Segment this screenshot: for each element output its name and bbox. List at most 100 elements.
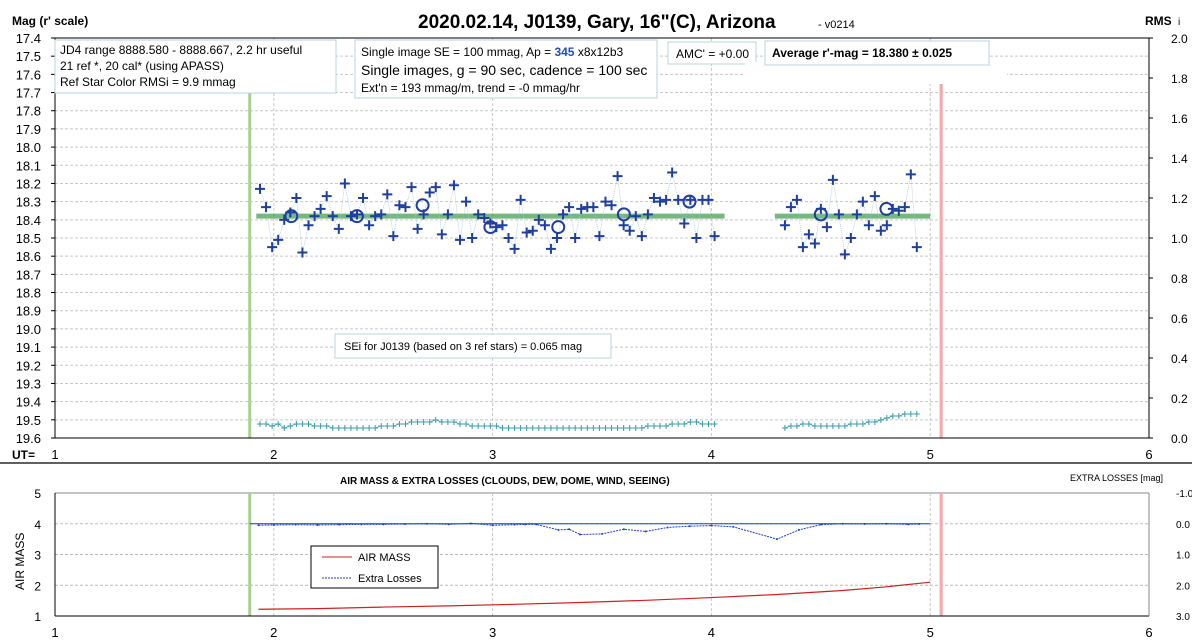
extra-losses-point — [469, 522, 472, 525]
mag-point — [612, 171, 623, 182]
extra-losses-point — [557, 528, 560, 531]
x-tick-label: 4 — [708, 447, 715, 462]
rms-point — [602, 425, 609, 431]
airmass-y2-label: EXTRA LOSSES [mag] — [1070, 473, 1163, 483]
y2-tick-label: 0.8 — [1171, 272, 1188, 286]
mag-point — [473, 209, 484, 220]
mag-point — [624, 225, 635, 236]
mag-point — [905, 169, 916, 180]
mag-point — [899, 202, 910, 213]
mag-point — [333, 223, 344, 234]
y-tick-label: 18.4 — [16, 213, 41, 228]
rms-point — [675, 421, 682, 427]
average-point — [879, 201, 894, 216]
rms-point — [360, 425, 367, 431]
rms-point — [335, 425, 342, 431]
y2-tick-label: 1.4 — [1171, 152, 1188, 166]
rms-point — [444, 419, 451, 425]
mag-connector — [259, 172, 715, 253]
rms-point — [463, 421, 470, 427]
rms-point — [378, 423, 385, 429]
mag-point — [303, 220, 314, 231]
airmass-y-tick-label: 4 — [34, 518, 41, 532]
info-single-se: Single image SE = 100 mmag, Ap = 345 x8x… — [361, 45, 624, 59]
airmass-y-tick-label: 1 — [34, 610, 41, 624]
rms-point — [402, 421, 409, 427]
rms-point — [907, 411, 914, 417]
mag-point — [642, 209, 653, 220]
rms-point — [705, 421, 712, 427]
airmass-legend: AIR MASS Extra Losses — [310, 545, 439, 589]
rms-point — [781, 425, 788, 431]
extra-losses-point — [710, 524, 713, 527]
y-tick-label: 17.7 — [16, 86, 41, 101]
mag-point — [636, 231, 647, 242]
rms-point — [699, 421, 706, 427]
rms-point — [596, 425, 603, 431]
rms-point — [469, 423, 476, 429]
rms-point — [657, 423, 664, 429]
y-tick-label: 19.2 — [16, 358, 41, 373]
rms-point — [414, 419, 421, 425]
mag-point — [291, 193, 302, 203]
y-tick-label: 17.4 — [16, 31, 41, 46]
mag-point — [881, 220, 892, 231]
y-tick-label: 19.0 — [16, 322, 41, 337]
losses-y2-tick-label: 0.0 — [1176, 520, 1190, 531]
extra-losses-point — [732, 525, 735, 528]
mag-point — [497, 220, 508, 231]
rms-point — [511, 425, 518, 431]
mag-point — [382, 189, 393, 200]
rms-point — [681, 421, 688, 427]
average-point — [415, 198, 430, 213]
sei-box: SEi for J0139 (based on 3 ref stars) = 0… — [334, 333, 612, 359]
y2-tick-label: 0.4 — [1171, 352, 1188, 366]
rms-point — [293, 421, 300, 427]
mag-point — [576, 203, 587, 214]
info-aperture: 345 — [554, 45, 574, 59]
airmass-y-tick-label: 2 — [34, 579, 41, 593]
losses-y2-tick-label: 2.0 — [1176, 581, 1190, 592]
rms-point — [895, 413, 902, 419]
extra-losses-point — [524, 523, 527, 526]
info-box-jd: JD4 range 8888.580 - 8888.667, 2.2 hr us… — [54, 39, 337, 94]
y-tick-label: 19.4 — [16, 395, 41, 410]
losses-y2-tick-label: 3.0 — [1176, 612, 1190, 623]
rms-point — [913, 411, 920, 417]
rms-point — [811, 423, 818, 429]
mag-point — [673, 194, 684, 205]
airmass-x-tick-label: 4 — [708, 625, 715, 640]
chart-title: 2020.02.14, J0139, Gary, 16"(C), Arizona — [418, 12, 776, 33]
extra-losses-point — [338, 523, 341, 526]
info-aperture-suffix: x8x12b3 — [574, 45, 623, 59]
mag-point — [309, 211, 320, 222]
airmass-y-tick-label: 3 — [34, 549, 41, 563]
mag-point — [533, 214, 544, 225]
rms-point — [817, 423, 824, 429]
rms-point — [353, 425, 360, 431]
mag-point — [448, 180, 459, 191]
mag-point — [315, 203, 326, 214]
mag-point — [527, 225, 538, 236]
extra-losses-point — [688, 525, 691, 528]
y-tick-label: 17.8 — [16, 104, 41, 119]
mag-point — [785, 202, 796, 213]
rms-point — [257, 421, 264, 427]
rms-point — [541, 425, 548, 431]
amc-box: AMC' = +0.00 — [667, 41, 757, 65]
losses-y2-tick-label: 1.0 — [1176, 551, 1190, 562]
rms-point — [560, 425, 567, 431]
mag-point — [358, 193, 369, 203]
mag-point — [679, 218, 690, 229]
average-point — [284, 209, 299, 224]
info-se-text: Single image SE = 100 mmag, Ap = — [361, 45, 554, 59]
y2-axis-label: RMS — [1145, 14, 1172, 28]
rms-point — [835, 423, 842, 429]
mag-point — [809, 238, 820, 249]
mag-point — [691, 233, 702, 243]
mag-point — [370, 211, 381, 222]
sei-text: SEi for J0139 (based on 3 ref stars) = 0… — [344, 341, 582, 353]
rms-point — [638, 425, 645, 431]
x-tick-label: 5 — [927, 447, 934, 462]
rms-point — [529, 425, 536, 431]
